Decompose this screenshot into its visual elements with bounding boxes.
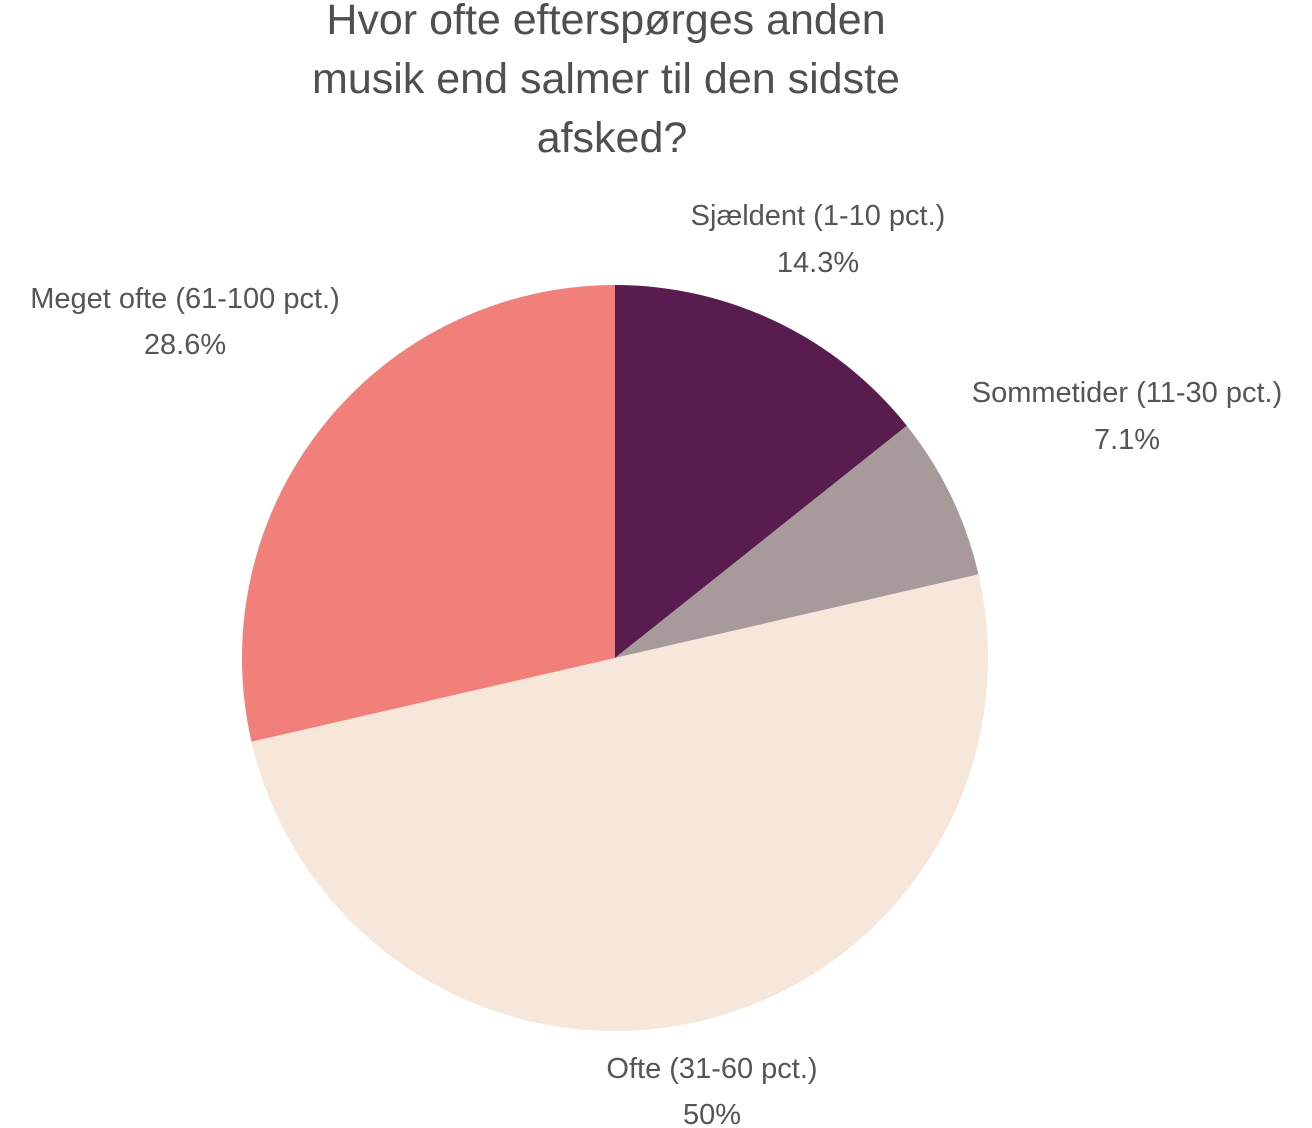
pie-slice-sj-ldent-1-10-pct <box>615 285 907 658</box>
pie-slices <box>241 285 989 1032</box>
slice-value-sommetider-11-30-pct: 7.1% <box>1094 424 1160 456</box>
slice-label-ofte-31-60-pct: Ofte (31-60 pct.) <box>606 1053 817 1085</box>
slice-value-sj-ldent-1-10-pct: 14.3% <box>777 247 859 279</box>
slice-label-sj-ldent-1-10-pct: Sjældent (1-10 pct.) <box>691 200 946 232</box>
chart-title-line-1: Hvor ofte efterspørges anden <box>326 0 885 44</box>
pie-slice-ofte-31-60-pct <box>251 574 989 1032</box>
slice-label-sommetider-11-30-pct: Sommetider (11-30 pct.) <box>972 377 1283 409</box>
chart-title-line-2: musik end salmer til den sidste <box>312 55 900 103</box>
pie-slice-meget-ofte-61-100-pct <box>241 285 615 742</box>
pie-labels: Sjældent (1-10 pct.) 14.3% Sommetider (11-… <box>30 200 1282 1128</box>
slice-value-meget-ofte-61-100-pct: 28.6% <box>144 329 226 361</box>
chart-title: Hvor ofte efterspørges anden musik end s… <box>312 0 900 162</box>
pie-slice-sommetider-11-30-pct <box>615 425 979 658</box>
slice-label-meget-ofte-61-100-pct: Meget ofte (61-100 pct.) <box>30 283 340 315</box>
slice-value-ofte-31-60-pct: 50% <box>683 1099 741 1128</box>
chart-title-line-3: afsked? <box>537 114 688 162</box>
